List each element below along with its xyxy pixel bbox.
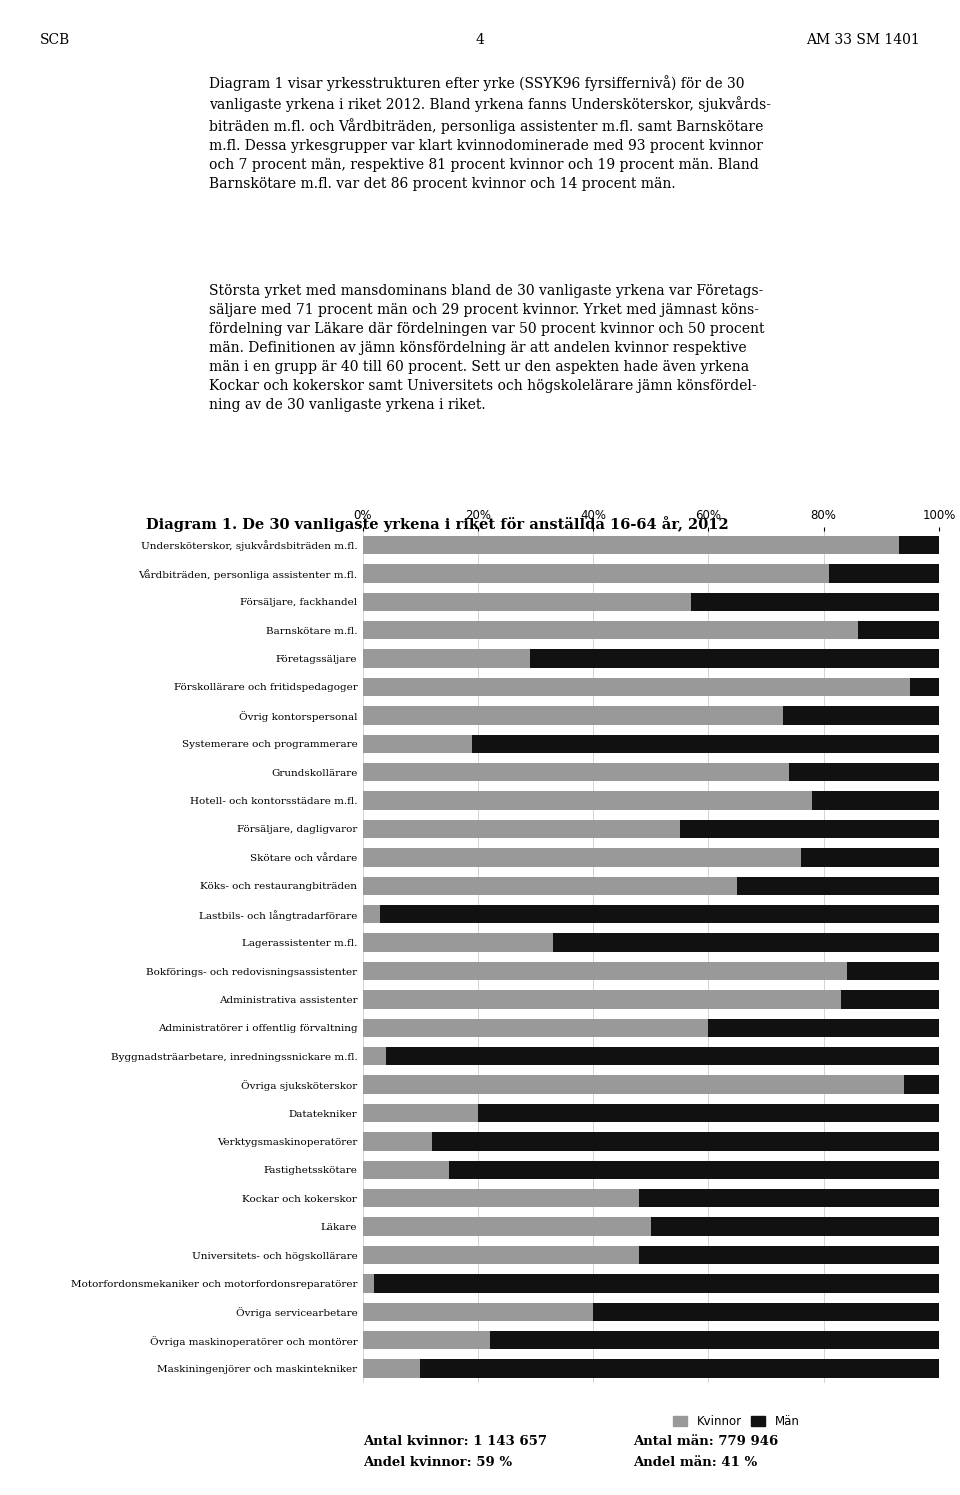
Bar: [363, 564, 829, 583]
Bar: [363, 904, 380, 924]
Bar: [363, 1132, 432, 1151]
Bar: [801, 848, 939, 867]
Bar: [363, 848, 801, 867]
Bar: [553, 933, 939, 952]
Text: SCB: SCB: [40, 33, 71, 46]
Bar: [363, 734, 472, 753]
Bar: [680, 819, 939, 839]
Bar: [363, 1046, 386, 1066]
Bar: [708, 1018, 939, 1038]
Bar: [363, 1274, 374, 1293]
Bar: [420, 1359, 939, 1378]
Bar: [363, 620, 858, 640]
Bar: [904, 1075, 939, 1094]
Bar: [478, 1103, 939, 1123]
Bar: [847, 961, 939, 981]
Legend: Kvinnor, Män: Kvinnor, Män: [668, 1410, 804, 1432]
Text: AM 33 SM 1401: AM 33 SM 1401: [806, 33, 920, 46]
Bar: [363, 876, 737, 896]
Bar: [363, 1103, 478, 1123]
Bar: [530, 649, 939, 668]
Bar: [639, 1245, 939, 1265]
Text: Andel kvinnor: 59 %: Andel kvinnor: 59 %: [363, 1456, 512, 1470]
Text: Andel män: 41 %: Andel män: 41 %: [634, 1456, 757, 1470]
Bar: [472, 734, 939, 753]
Bar: [380, 904, 939, 924]
Bar: [363, 1245, 639, 1265]
Bar: [363, 819, 680, 839]
Bar: [789, 762, 939, 782]
Bar: [691, 592, 939, 611]
Bar: [363, 677, 910, 697]
Bar: [363, 535, 899, 555]
Bar: [363, 933, 553, 952]
Text: Diagram 1 visar yrkesstrukturen efter yrke (SSYK96 fyrsiffernivå) för de 30
vanl: Diagram 1 visar yrkesstrukturen efter yr…: [209, 75, 771, 191]
Text: Största yrket med mansdominans bland de 30 vanligaste yrkena var Företags-
sälja: Största yrket med mansdominans bland de …: [209, 284, 765, 411]
Bar: [899, 535, 939, 555]
Bar: [858, 620, 939, 640]
Bar: [374, 1274, 939, 1293]
Text: 4: 4: [475, 33, 485, 46]
Bar: [363, 1359, 420, 1378]
Bar: [363, 1075, 904, 1094]
Bar: [651, 1217, 939, 1236]
Bar: [363, 1160, 449, 1180]
Bar: [737, 876, 939, 896]
Bar: [363, 961, 847, 981]
Text: Antal män: 779 946: Antal män: 779 946: [634, 1435, 779, 1449]
Bar: [386, 1046, 939, 1066]
Bar: [841, 990, 939, 1009]
Bar: [639, 1189, 939, 1208]
Bar: [363, 1217, 651, 1236]
Bar: [363, 1018, 708, 1038]
Bar: [449, 1160, 939, 1180]
Bar: [363, 1302, 593, 1322]
Bar: [490, 1331, 939, 1350]
Bar: [363, 791, 812, 810]
Bar: [363, 706, 783, 725]
Bar: [363, 990, 841, 1009]
Bar: [910, 677, 939, 697]
Bar: [432, 1132, 939, 1151]
Bar: [812, 791, 939, 810]
Bar: [363, 762, 789, 782]
Bar: [593, 1302, 939, 1322]
Bar: [363, 649, 530, 668]
Bar: [783, 706, 939, 725]
Bar: [363, 1331, 490, 1350]
Text: Diagram 1. De 30 vanligaste yrkena i riket för anställda 16-64 år, 2012: Diagram 1. De 30 vanligaste yrkena i rik…: [146, 516, 729, 532]
Bar: [363, 592, 691, 611]
Text: Antal kvinnor: 1 143 657: Antal kvinnor: 1 143 657: [363, 1435, 547, 1449]
Bar: [829, 564, 939, 583]
Bar: [363, 1189, 639, 1208]
